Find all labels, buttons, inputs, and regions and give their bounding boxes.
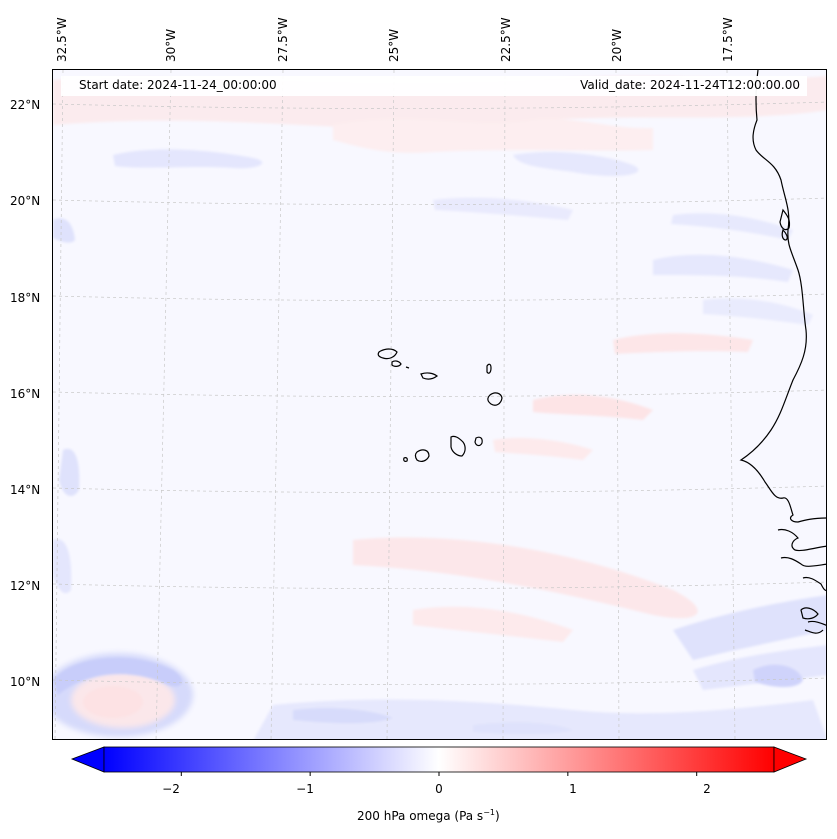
lat-label-18n: 18°N bbox=[10, 291, 41, 305]
info-bar bbox=[61, 76, 807, 96]
colorbar-title-close: ) bbox=[494, 809, 500, 823]
valid-date-text: Valid_date: 2024-11-24T12:00:00.00 bbox=[580, 78, 800, 92]
coastlines bbox=[377, 70, 826, 634]
lon-label-27-5w: 27.5°W bbox=[276, 17, 290, 62]
lon-label-25w: 25°W bbox=[387, 28, 401, 62]
island-fogo bbox=[414, 449, 430, 462]
island-santo-antao bbox=[377, 348, 398, 360]
colorbar-extend-low bbox=[70, 746, 105, 773]
colorbar-title-text: 200 hPa omega (Pa s bbox=[357, 809, 484, 823]
island-maio bbox=[474, 436, 483, 447]
omega-field-patches bbox=[53, 76, 826, 739]
map-panel: Start date: 2024-11-24_00:00:00 Valid_da… bbox=[52, 69, 827, 740]
lon-label-17-5w: 17.5°W bbox=[721, 17, 735, 62]
colorbar-tick-label-1: 1 bbox=[569, 782, 577, 796]
colorbar-tick-label-neg2: −2 bbox=[162, 782, 180, 796]
island-brava bbox=[403, 457, 408, 462]
lat-label-16n: 16°N bbox=[10, 387, 41, 401]
omega-field-map bbox=[53, 70, 826, 739]
lat-label-22n: 22°N bbox=[10, 98, 41, 112]
island-santiago bbox=[450, 435, 466, 457]
lon-label-30w: 30°W bbox=[164, 28, 178, 62]
lon-label-32-5w: 32.5°W bbox=[55, 17, 69, 62]
colorbar-tick-label-neg1: −1 bbox=[296, 782, 314, 796]
lat-label-10n: 10°N bbox=[10, 675, 41, 689]
start-date-text: Start date: 2024-11-24_00:00:00 bbox=[79, 78, 277, 92]
colorbar-ticks bbox=[180, 772, 698, 776]
colorbar-tick-label-2: 2 bbox=[703, 782, 711, 796]
colorbar-title-exponent: −1 bbox=[483, 808, 495, 817]
island-boa-vista bbox=[487, 392, 503, 406]
lat-label-20n: 20°N bbox=[10, 194, 41, 208]
lon-label-20w: 20°W bbox=[610, 28, 624, 62]
lower-left-ring-feature bbox=[53, 653, 193, 737]
colorbar-extend-high bbox=[773, 746, 808, 773]
lat-label-14n: 14°N bbox=[10, 483, 41, 497]
lat-label-12n: 12°N bbox=[10, 579, 41, 593]
colorbar-tick-label-0: 0 bbox=[435, 782, 443, 796]
graticule bbox=[53, 70, 826, 739]
colorbar bbox=[70, 746, 808, 776]
island-sao-vicente bbox=[391, 360, 402, 367]
lon-label-22-5w: 22.5°W bbox=[499, 17, 513, 62]
colorbar-title: 200 hPa omega (Pa s−1) bbox=[357, 808, 500, 823]
island-sal bbox=[486, 363, 492, 374]
colorbar-body bbox=[103, 746, 775, 773]
island-sao-nicolau bbox=[420, 372, 439, 380]
